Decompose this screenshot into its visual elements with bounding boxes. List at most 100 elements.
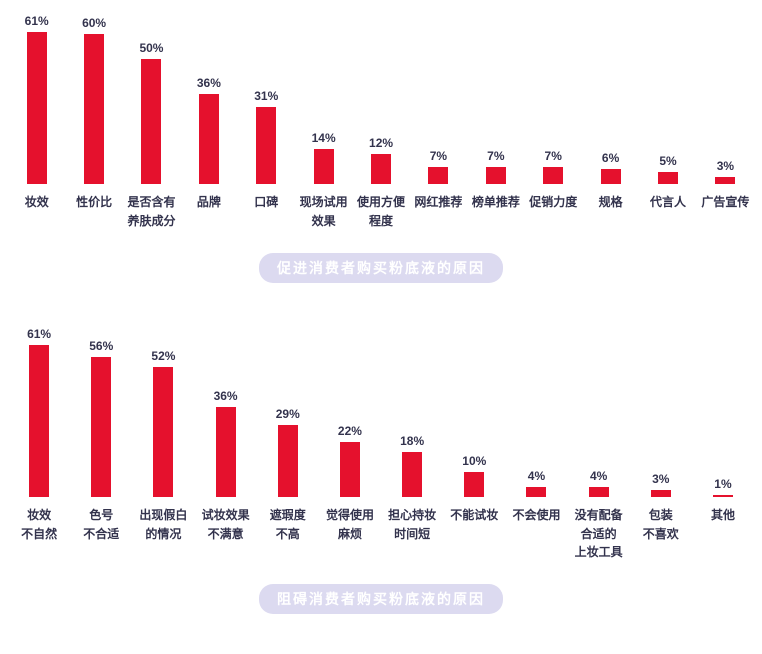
category-label: 使用方便 程度 (357, 195, 406, 228)
bar (339, 442, 360, 497)
category-label: 包装 不喜欢 (642, 508, 679, 541)
bar-value-label: 7% (544, 148, 562, 163)
bar-stack: 3% (715, 12, 736, 184)
category-label: 品牌 (196, 195, 221, 209)
bars-container-promote: 61% 妆效 60% 性价比 50% 是否含有 养肤成分 36% 品牌 31% 口碑 14% 现场试用效… (8, 12, 754, 237)
bar-value-label: 36% (196, 76, 221, 90)
bar-stack: 61% (25, 12, 49, 184)
bar-value-label: 12% (369, 136, 394, 150)
bar-column: 36% 试妆效果 不满意 (195, 325, 257, 568)
bar-column: 10% 不能试妆 (443, 325, 505, 568)
bar (543, 166, 564, 184)
bar-column: 3% 广告宣传 (697, 12, 754, 237)
bar-stack: 5% (657, 12, 678, 184)
category-label: 妆效 (24, 195, 49, 209)
bar-stack: 50% (139, 12, 163, 184)
category-label: 不会使用 (512, 508, 561, 522)
bar (313, 149, 334, 184)
bar (198, 94, 219, 184)
bar-value-label: 36% (213, 389, 238, 403)
bar-column: 18% 担心持妆 时间短 (381, 325, 443, 568)
bar-column: 7% 网红推荐 (410, 12, 467, 237)
bar-column: 6% 规格 (582, 12, 639, 237)
bar (485, 166, 506, 184)
chart-title-hinder: 阻碍消费者购买粉底液的原因 (277, 591, 485, 607)
bar (588, 487, 609, 497)
category-label: 性价比 (76, 195, 113, 209)
bar (657, 171, 678, 184)
bar-stack: 36% (214, 325, 238, 497)
bar-stack: 7% (543, 12, 564, 184)
category-label: 妆效 不自然 (21, 508, 58, 541)
bar-value-label: 18% (400, 434, 425, 448)
bar-stack: 31% (254, 12, 278, 184)
bar-stack: 61% (27, 325, 51, 497)
category-label: 觉得使用 麻烦 (325, 508, 374, 541)
bar-value-label: 3% (652, 471, 670, 486)
category-label: 没有配备 合适的 上妆工具 (574, 508, 623, 560)
bar-stack: 60% (82, 12, 106, 184)
bar-column: 7% 榜单推荐 (467, 12, 524, 237)
bar (526, 487, 547, 497)
bar-column: 56% 色号 不合适 (70, 325, 132, 568)
bar (715, 176, 736, 184)
bar-stack: 7% (428, 12, 449, 184)
category-label: 遮瑕度 不高 (269, 508, 306, 541)
category-label: 色号 不合适 (83, 508, 120, 541)
bar-stack: 14% (312, 12, 336, 184)
bar-column: 29% 遮瑕度 不高 (257, 325, 319, 568)
bar-column: 50% 是否含有 养肤成分 (123, 12, 180, 237)
bar-column: 61% 妆效 不自然 (8, 325, 70, 568)
bar-value-label: 61% (24, 13, 49, 28)
category-label: 其他 (710, 508, 735, 522)
bar-stack: 36% (197, 12, 221, 184)
bar-stack: 29% (276, 325, 300, 497)
chart-section-hinder: 61% 妆效 不自然 56% 色号 不合适 52% 出现假白 的情况 36% 试妆效果 不满意 29% 遮… (0, 325, 762, 614)
bar-value-label: 14% (311, 131, 336, 145)
bar (371, 154, 392, 184)
bar-value-label: 31% (254, 88, 279, 103)
bar-value-label: 60% (82, 16, 107, 30)
bar (712, 494, 733, 497)
category-label: 广告宣传 (701, 195, 750, 209)
chart-title-promote: 促进消费者购买粉底液的原因 (277, 260, 485, 276)
bar-column: 14% 现场试用 效果 (295, 12, 352, 237)
bar-value-label: 1% (714, 476, 732, 491)
bar-value-label: 61% (27, 326, 52, 341)
bar-value-label: 7% (487, 148, 505, 163)
bar (84, 34, 105, 184)
bar-value-label: 29% (275, 406, 300, 421)
bar-value-label: 4% (589, 469, 608, 483)
bar-column: 3% 包装 不喜欢 (630, 325, 692, 568)
category-label: 榜单推荐 (471, 195, 520, 209)
bar-value-label: 52% (151, 349, 176, 363)
bar (141, 59, 162, 184)
bar-stack: 18% (400, 325, 424, 497)
bar-value-label: 5% (659, 153, 677, 168)
bar (277, 424, 298, 497)
bar-column: 5% 代言人 (639, 12, 696, 237)
bar-stack: 12% (369, 12, 393, 184)
category-label: 出现假白 的情况 (139, 508, 188, 541)
bar-column: 31% 口碑 (238, 12, 295, 237)
bar-value-label: 6% (601, 151, 620, 165)
bar-value-label: 50% (139, 41, 164, 55)
bar-column: 61% 妆效 (8, 12, 65, 237)
bar-column: 22% 觉得使用 麻烦 (319, 325, 381, 568)
category-label: 规格 (598, 195, 623, 209)
bar-column: 12% 使用方便 程度 (352, 12, 409, 237)
bar (402, 452, 423, 497)
bar-value-label: 3% (716, 158, 735, 173)
bar-column: 36% 品牌 (180, 12, 237, 237)
bar-value-label: 7% (429, 148, 448, 163)
category-label: 不能试妆 (450, 508, 499, 522)
bar-stack: 4% (526, 325, 547, 497)
category-label: 网红推荐 (414, 195, 463, 209)
bar-stack: 6% (600, 12, 621, 184)
bar-column: 7% 促销力度 (525, 12, 582, 237)
category-label: 试妆效果 不满意 (201, 508, 250, 541)
category-label: 口碑 (254, 195, 279, 209)
bar (464, 472, 485, 497)
category-label: 担心持妆 时间短 (388, 508, 437, 541)
bar-column: 60% 性价比 (65, 12, 122, 237)
